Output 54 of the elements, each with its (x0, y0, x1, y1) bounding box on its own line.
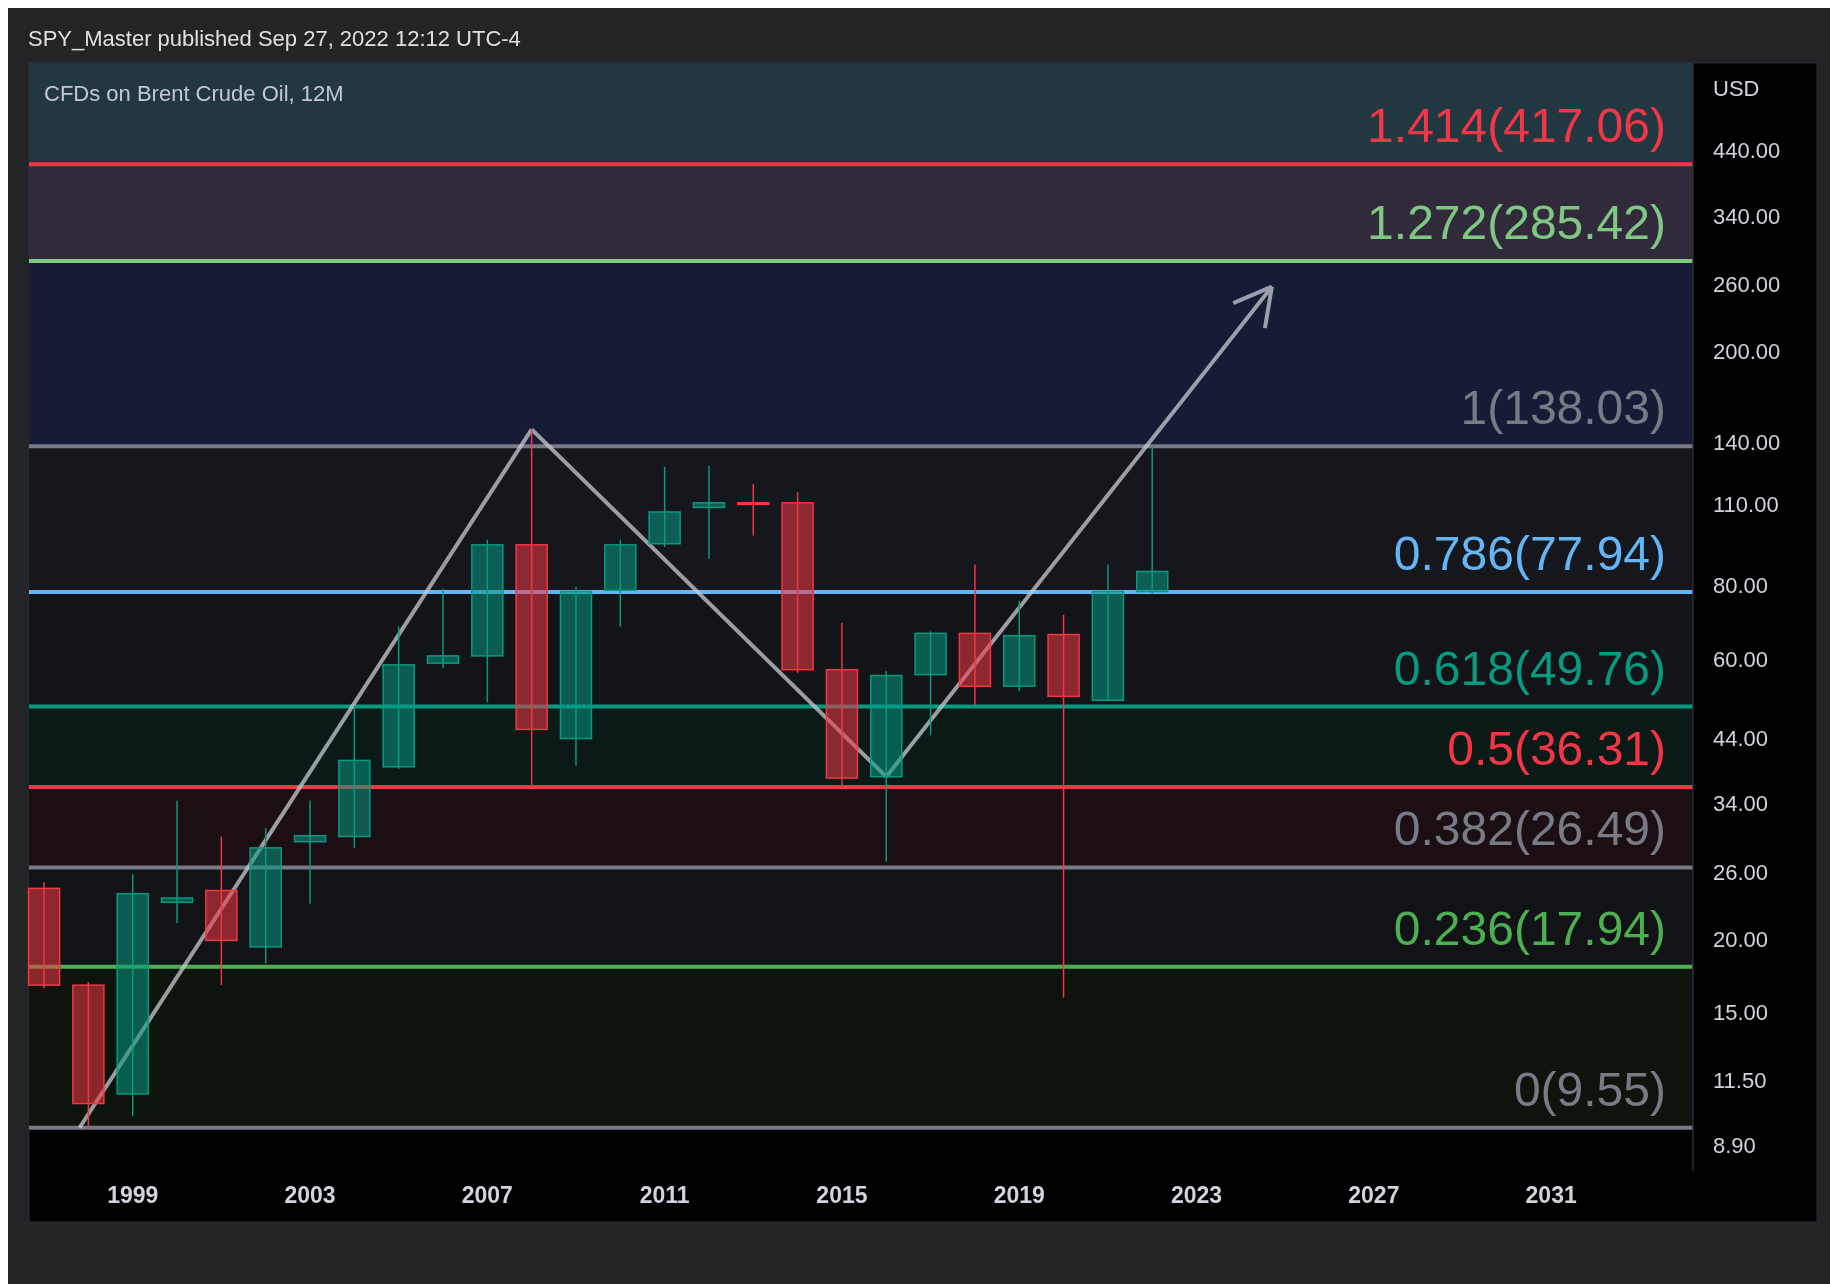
candlestick (692, 464, 726, 560)
candlestick (737, 483, 770, 537)
ref-line-label: 0.5(36.31) (1447, 721, 1666, 775)
x-tick-label: 2019 (993, 1182, 1045, 1208)
candlestick (116, 873, 149, 1117)
x-tick-label: 2023 (1170, 1182, 1223, 1208)
ref-line-label: 0.786(77.94) (1393, 527, 1666, 581)
ref-line-label: 1(138.03) (1460, 381, 1666, 435)
candlestick (249, 827, 282, 964)
y-tick-label: 200.00 (1713, 339, 1781, 365)
candlestick (160, 800, 194, 924)
candlestick (1135, 445, 1169, 595)
y-tick-label: 44.00 (1713, 725, 1769, 751)
x-tick-label: 2007 (461, 1182, 513, 1208)
candlestick (205, 835, 238, 986)
y-tick-label: 110.00 (1713, 491, 1779, 517)
y-tick-label: 440.00 (1713, 138, 1781, 164)
x-tick-label: 1999 (107, 1182, 159, 1208)
y-tick-label: 8.90 (1713, 1133, 1756, 1159)
x-tick-label: 2011 (639, 1182, 690, 1208)
y-tick-label: 80.00 (1713, 573, 1769, 599)
y-tick-label: 11.50 (1713, 1068, 1767, 1094)
x-tick-label: 2003 (284, 1182, 336, 1208)
candlestick (604, 538, 637, 628)
ref-line-label: 1.414(417.06) (1367, 99, 1666, 153)
candlestick (426, 588, 460, 670)
y-tick-label: 20.00 (1713, 926, 1769, 952)
candlestick (648, 465, 681, 548)
y-tick-label: 60.00 (1713, 646, 1769, 672)
ref-line-label: 0.382(26.49) (1393, 802, 1666, 856)
x-tick-label: 2027 (1348, 1182, 1400, 1208)
candlestick (1091, 563, 1125, 702)
candlestick (471, 538, 504, 704)
candlestick (27, 881, 61, 989)
y-tick-label: 340.00 (1713, 203, 1781, 229)
candlestick (958, 563, 992, 706)
ref-line-label: 0.236(17.94) (1393, 901, 1666, 955)
ref-line-label: 0(9.55) (1513, 1062, 1666, 1116)
text: SPY_Master published Sep 27, 2022 12:12 UTC-4 (28, 26, 521, 51)
x-tick-label: 2015 (816, 1182, 868, 1208)
candlestick (293, 800, 327, 905)
ref-line-label: 1.272(285.42) (1367, 195, 1666, 249)
text: CFDs on Brent Crude Oil, 12M (44, 81, 344, 106)
candlestick (781, 491, 814, 674)
y-tick-label: 260.00 (1713, 272, 1781, 298)
y-axis-title: USD (1713, 76, 1760, 101)
x-tick-label: 2031 (1525, 1182, 1577, 1208)
ref-line-label: 0.618(49.76) (1393, 641, 1666, 695)
candlestick (1002, 600, 1036, 692)
y-tick-label: 26.00 (1713, 859, 1769, 885)
y-tick-label: 140.00 (1713, 430, 1781, 456)
y-tick-label: 34.00 (1713, 791, 1769, 817)
y-tick-label: 15.00 (1713, 1000, 1769, 1026)
candlestick (72, 981, 105, 1129)
